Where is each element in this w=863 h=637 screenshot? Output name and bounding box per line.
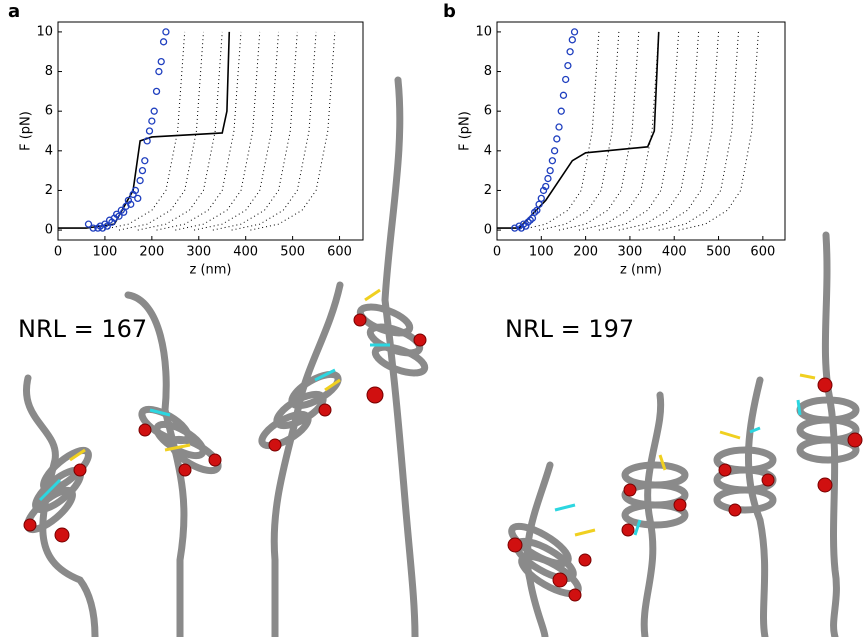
y-axis-label: F (pN): [458, 111, 473, 151]
molecule-renderings: [22, 76, 863, 637]
fiber-167-1: [23, 446, 92, 543]
panel-label: b: [443, 1, 456, 22]
fiber-197-2: [621, 454, 689, 537]
model-curve: [231, 31, 317, 231]
y-axis-label: F (pN): [19, 111, 34, 151]
model-curve: [193, 31, 280, 231]
data-point: [141, 157, 149, 165]
data-point: [542, 182, 550, 191]
data-point: [544, 174, 552, 183]
data-point: [152, 87, 161, 96]
data-point: [550, 147, 559, 155]
x-tick-label: 500: [706, 245, 731, 260]
data-point: [134, 194, 142, 203]
y-tick-label: 8: [45, 64, 53, 79]
fiber-167-2: [138, 405, 222, 477]
x-tick-label: 300: [618, 245, 643, 260]
plot: a NRL = 167 0 100 200 300 400 500 600 0 2 4 6 8 10 z (n…: [8, 1, 364, 343]
data-point: [84, 220, 93, 228]
data-point: [89, 224, 97, 232]
data-point: [533, 206, 541, 214]
annotation: NRL = 197: [505, 315, 634, 343]
data-point: [148, 117, 156, 125]
x-tick-label: 400: [233, 245, 258, 260]
data-point: [136, 176, 144, 185]
y-tick-label: 2: [484, 183, 492, 198]
fiber-197-1: [507, 503, 596, 602]
data-point: [557, 107, 565, 115]
x-tick-label: 100: [529, 245, 554, 260]
data-point: [120, 208, 128, 216]
data-point: [539, 186, 548, 195]
data-point: [568, 36, 576, 44]
x-tick-label: 600: [750, 245, 775, 260]
x-tick-label: 200: [139, 245, 164, 260]
data-point: [157, 57, 165, 66]
fiber-197-4: [796, 373, 863, 493]
data-point: [131, 186, 140, 195]
data-point: [103, 222, 111, 230]
x-axis-label: z (nm): [189, 263, 231, 278]
fiber-197-3: [713, 426, 777, 517]
data-point: [555, 123, 563, 131]
x-tick-label: 300: [186, 245, 211, 260]
model-curve: [137, 31, 223, 231]
model-curve: [175, 31, 261, 231]
data-point: [517, 224, 526, 232]
data-point: [522, 222, 530, 230]
fiber-167-3: [258, 368, 342, 452]
data-point: [559, 91, 568, 99]
data-point: [145, 127, 154, 135]
y-tick-label: 6: [45, 104, 53, 119]
x-tick-label: 0: [493, 245, 501, 260]
x-tick-label: 100: [93, 245, 118, 260]
data-point: [155, 67, 163, 76]
model-curve: [100, 31, 186, 231]
x-tick-label: 0: [54, 245, 62, 260]
data-point: [143, 137, 151, 145]
plot-frame: [57, 21, 364, 241]
data-point: [562, 75, 570, 84]
data-point: [159, 38, 168, 46]
y-tick-label: 6: [484, 104, 492, 119]
y-tick-label: 0: [484, 223, 492, 238]
data-point: [553, 135, 561, 143]
y-tick-label: 2: [45, 183, 53, 198]
y-tick-label: 10: [36, 24, 53, 39]
data-point: [528, 214, 537, 222]
y-tick-label: 4: [45, 143, 53, 158]
data-point: [537, 194, 545, 203]
y-tick-label: 8: [484, 64, 492, 79]
plot-frame: [496, 21, 786, 241]
data-point: [150, 107, 158, 115]
annotation: NRL = 167: [18, 315, 147, 343]
panel-label: a: [8, 1, 20, 22]
data-point: [570, 28, 579, 36]
data-point: [138, 166, 147, 175]
data-point: [566, 48, 574, 56]
x-tick-label: 200: [573, 245, 598, 260]
model-curve: [118, 31, 204, 231]
data-point: [546, 166, 554, 175]
plot: b NRL = 197 0 100 200 300 400 500 600 0 2 4 6 8 10 z (n…: [443, 1, 786, 343]
model-curve: [212, 31, 298, 231]
data-point: [564, 61, 572, 70]
y-tick-label: 4: [484, 143, 492, 158]
x-tick-label: 600: [327, 245, 352, 260]
data-point: [115, 212, 123, 220]
fiber-167-4: [353, 288, 429, 404]
x-tick-label: 500: [280, 245, 305, 260]
y-tick-label: 0: [45, 223, 53, 238]
x-tick-label: 400: [662, 245, 687, 260]
y-tick-label: 10: [475, 24, 492, 39]
x-axis-label: z (nm): [620, 263, 662, 278]
model-curve: [250, 31, 336, 231]
data-point: [535, 200, 543, 208]
data-point: [162, 28, 170, 36]
model-curve: [156, 31, 242, 231]
data-point: [548, 157, 557, 165]
data-point: [127, 200, 135, 208]
